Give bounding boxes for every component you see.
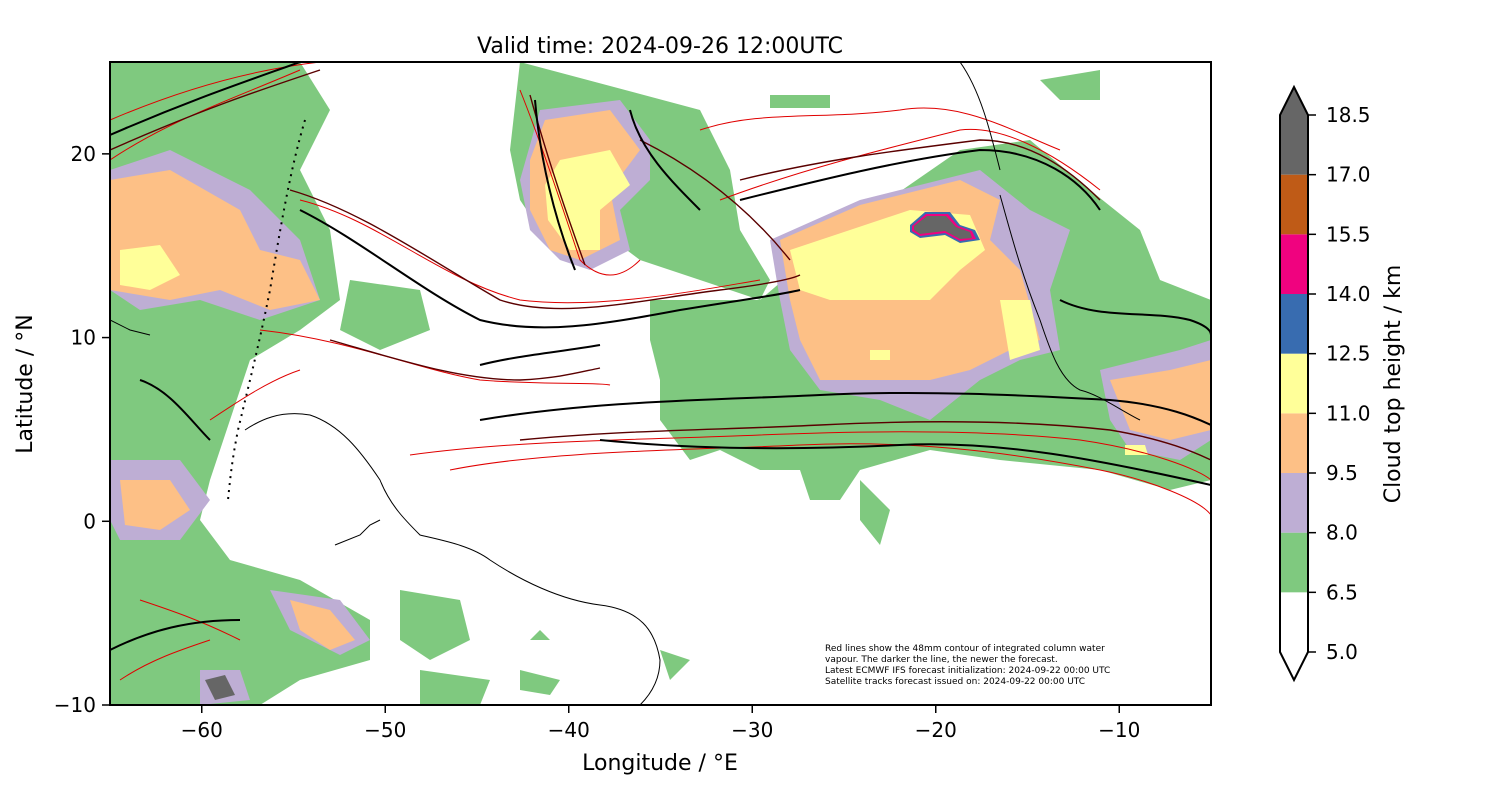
colorbar-tick-label: 5.0 xyxy=(1326,640,1358,664)
colorbar-tick-label: 9.5 xyxy=(1326,461,1358,485)
x-axis-ticks: −60 −50 −40 −30 −20 −10 xyxy=(181,705,1140,742)
colorbar-bin xyxy=(1280,234,1308,294)
x-axis-label: Longitude / °E xyxy=(582,751,738,776)
water-vapour-contours-latest xyxy=(110,62,1211,651)
y-tick-label: −10 xyxy=(54,693,96,717)
colorbar-bin xyxy=(1280,532,1308,593)
y-tick-label: 10 xyxy=(71,326,96,350)
colorbar-bin xyxy=(1280,87,1308,175)
colorbar-bin xyxy=(1280,473,1308,533)
y-tick-label: 20 xyxy=(71,142,96,166)
water-vapour-contours-dark xyxy=(110,69,1211,461)
x-tick-label: −30 xyxy=(731,718,773,742)
note-line-2: vapour. The darker the line, the newer t… xyxy=(825,655,1058,665)
x-tick-label: −60 xyxy=(181,718,223,742)
colorbar-tick-label: 11.0 xyxy=(1326,401,1371,425)
map-plot-area: Red lines show the 48mm contour of integ… xyxy=(110,62,1211,705)
colorbar-tick-label: 6.5 xyxy=(1326,580,1358,604)
map-frame xyxy=(109,61,1212,706)
colorbar-tick-label: 12.5 xyxy=(1326,342,1371,366)
x-tick-label: −10 xyxy=(1098,718,1140,742)
colorbar-bin xyxy=(1280,413,1308,473)
colorbar-bin xyxy=(1280,174,1308,235)
colorbar: 5.0 6.5 8.0 9.5 11.0 12.5 14.0 15.5 17.0 18.5 xyxy=(1279,84,1371,683)
map-title: Valid time: 2024-09-26 12:00UTC xyxy=(477,34,843,59)
colorbar-label: Cloud top height / km xyxy=(1381,265,1406,504)
y-axis-ticks: −10 0 10 20 xyxy=(54,142,110,717)
colorbar-tick-label: 15.5 xyxy=(1326,222,1371,246)
coastlines xyxy=(110,62,1141,705)
colorbar-tick-label: 17.0 xyxy=(1326,163,1371,187)
map-note: Red lines show the 48mm contour of integ… xyxy=(825,644,1110,687)
colorbar-tick-label: 8.0 xyxy=(1326,521,1358,545)
x-tick-label: −40 xyxy=(548,718,590,742)
y-tick-label: 0 xyxy=(83,509,96,533)
colorbar-bin xyxy=(1280,294,1308,354)
note-line-4: Satellite tracks forecast issued on: 202… xyxy=(825,677,1085,687)
note-line-3: Latest ECMWF IFS forecast initialization… xyxy=(825,666,1110,676)
y-axis-label: Latitude / °N xyxy=(13,314,38,453)
colorbar-bin xyxy=(1280,592,1308,680)
colorbar-tick-label: 14.0 xyxy=(1326,282,1371,306)
colorbar-tick-label: 18.5 xyxy=(1326,103,1371,127)
note-line-1: Red lines show the 48mm contour of integ… xyxy=(825,644,1105,654)
cloud-top-band-17-18-5km-south xyxy=(205,675,235,700)
colorbar-bin xyxy=(1280,353,1308,414)
x-tick-label: −20 xyxy=(915,718,957,742)
cloud-top-band-17-18-5km xyxy=(914,216,972,239)
x-tick-label: −50 xyxy=(364,718,406,742)
